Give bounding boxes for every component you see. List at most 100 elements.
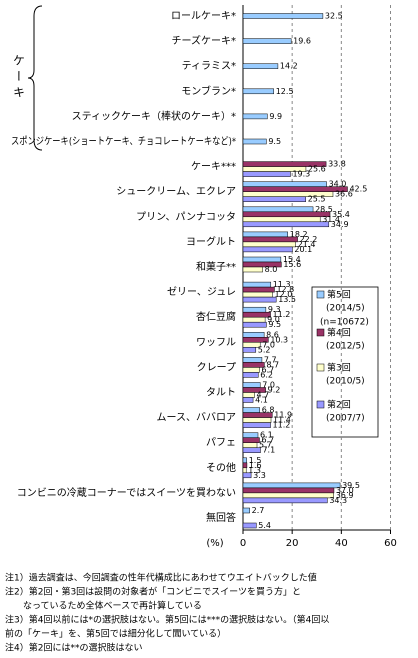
value-label: 11.2 xyxy=(273,421,291,430)
bar xyxy=(242,113,268,120)
y-tick-label: ヨーグルト xyxy=(186,235,236,248)
footnote: 注1）過去調査は、今回調査の性年代構成比にあわせてウエイトバックした値 xyxy=(5,572,317,584)
value-label: 11.4 xyxy=(273,416,291,425)
value-label: 19.3 xyxy=(292,170,310,179)
bar xyxy=(242,462,248,469)
bar xyxy=(242,216,321,223)
value-label: 7.0 xyxy=(262,381,275,390)
value-label: 35.4 xyxy=(332,210,350,219)
value-label: 20.1 xyxy=(294,245,312,254)
value-label: 12.0 xyxy=(275,290,293,299)
bar xyxy=(242,13,324,19)
bar xyxy=(242,321,267,328)
legend-swatch xyxy=(316,290,325,299)
value-label: 39.5 xyxy=(342,481,360,490)
value-label: 7.1 xyxy=(262,446,275,455)
bar xyxy=(242,392,255,398)
bar xyxy=(242,138,267,145)
x-tick-label: 0 xyxy=(240,538,246,549)
value-label: 1.6 xyxy=(249,461,262,470)
value-label: 6.2 xyxy=(260,370,273,379)
bar xyxy=(242,286,275,293)
bar xyxy=(242,432,259,438)
value-label: 14.2 xyxy=(280,62,298,71)
value-label: 5.7 xyxy=(259,441,272,450)
value-label: 2.7 xyxy=(252,506,265,515)
legend-period: (2014/5) xyxy=(326,304,365,314)
footnote: 注4）第2回には**の選択肢はない xyxy=(5,642,142,654)
value-label: 4.7 xyxy=(257,391,270,400)
value-label: 9.9 xyxy=(269,112,282,121)
bar xyxy=(242,241,296,248)
legend-swatch xyxy=(316,328,325,337)
bar xyxy=(242,407,260,413)
value-label: 12.5 xyxy=(276,87,294,96)
y-tick-label: ケーキ*** xyxy=(191,161,236,173)
bar xyxy=(242,522,257,529)
legend-period: (2012/5) xyxy=(326,342,365,352)
legend-swatch xyxy=(316,363,325,372)
bar xyxy=(242,457,247,464)
bar xyxy=(242,211,331,218)
y-tick-label: 杏仁豆腐 xyxy=(196,310,236,323)
value-label: 9.3 xyxy=(268,305,281,314)
bar xyxy=(242,38,292,44)
value-label: 5.4 xyxy=(258,521,271,530)
bar xyxy=(242,306,267,313)
value-label: 21.4 xyxy=(298,240,316,249)
bar xyxy=(242,63,279,69)
bar xyxy=(242,357,263,363)
bar xyxy=(242,206,314,213)
value-label: 31.4 xyxy=(322,215,340,224)
bar xyxy=(242,382,261,388)
legend-label: 第3回 xyxy=(327,362,351,374)
value-label: 1.3 xyxy=(248,466,261,475)
value-label: 6.1 xyxy=(260,431,273,440)
x-tick-label: 60 xyxy=(384,538,397,549)
value-label: 34.9 xyxy=(331,220,349,229)
footnote: なっているため全体ベースで再計算している xyxy=(5,600,202,612)
legend-swatch xyxy=(316,400,325,409)
value-label: 3.3 xyxy=(253,471,266,480)
value-label: 9.5 xyxy=(268,137,281,146)
value-label: 37.0 xyxy=(336,486,354,495)
y-tick-label: パフェ xyxy=(206,437,236,449)
y-tick-label: プリン、パンナコッタ xyxy=(136,211,236,223)
value-label: 34.0 xyxy=(329,180,347,189)
y-tick-label: スティックケーキ（棒状のケーキ）* xyxy=(72,109,236,122)
value-label: 8.0 xyxy=(265,265,278,274)
y-tick-label: ムース、ババロア xyxy=(157,412,237,424)
value-label: 22.2 xyxy=(300,235,318,244)
y-tick-label: その他 xyxy=(206,461,236,474)
group-brace xyxy=(27,5,43,151)
value-label: 7.0 xyxy=(262,340,275,349)
bar xyxy=(242,246,293,253)
value-label: 4.1 xyxy=(255,396,268,405)
bar xyxy=(242,266,263,273)
value-label: 15.6 xyxy=(283,260,301,269)
value-label: 6.8 xyxy=(262,406,275,415)
footnote: 注3）第4回以前には*の選択肢はない。第5回には***の選択肢はない。（第4回以 xyxy=(5,614,329,626)
value-label: 32.5 xyxy=(325,12,343,21)
value-label: 33.8 xyxy=(328,160,346,169)
legend-n: (n=10672) xyxy=(320,318,369,328)
legend-label: 第5回 xyxy=(327,289,351,301)
y-tick-label: モンブラン* xyxy=(181,84,236,97)
value-label: 8.7 xyxy=(266,360,279,369)
y-tick-label: タルト xyxy=(206,387,236,399)
value-label: 15.4 xyxy=(283,255,301,264)
y-tick-label: シュークリーム、エクレア xyxy=(116,186,236,198)
value-label: 18.2 xyxy=(290,230,308,239)
x-tick-label: 40 xyxy=(335,538,348,549)
value-label: 11.9 xyxy=(274,411,292,420)
bar xyxy=(242,397,254,403)
value-label: 9.5 xyxy=(268,320,281,329)
bar xyxy=(242,487,335,494)
bar xyxy=(242,472,252,479)
legend-label: 第2回 xyxy=(327,399,351,411)
y-tick-label: 無回答 xyxy=(206,511,236,524)
x-axis-label: (%) xyxy=(206,538,223,549)
y-tick-label: コンビニの冷蔵コーナーではスイーツを買わない xyxy=(17,486,236,499)
value-label: 10.3 xyxy=(270,335,288,344)
